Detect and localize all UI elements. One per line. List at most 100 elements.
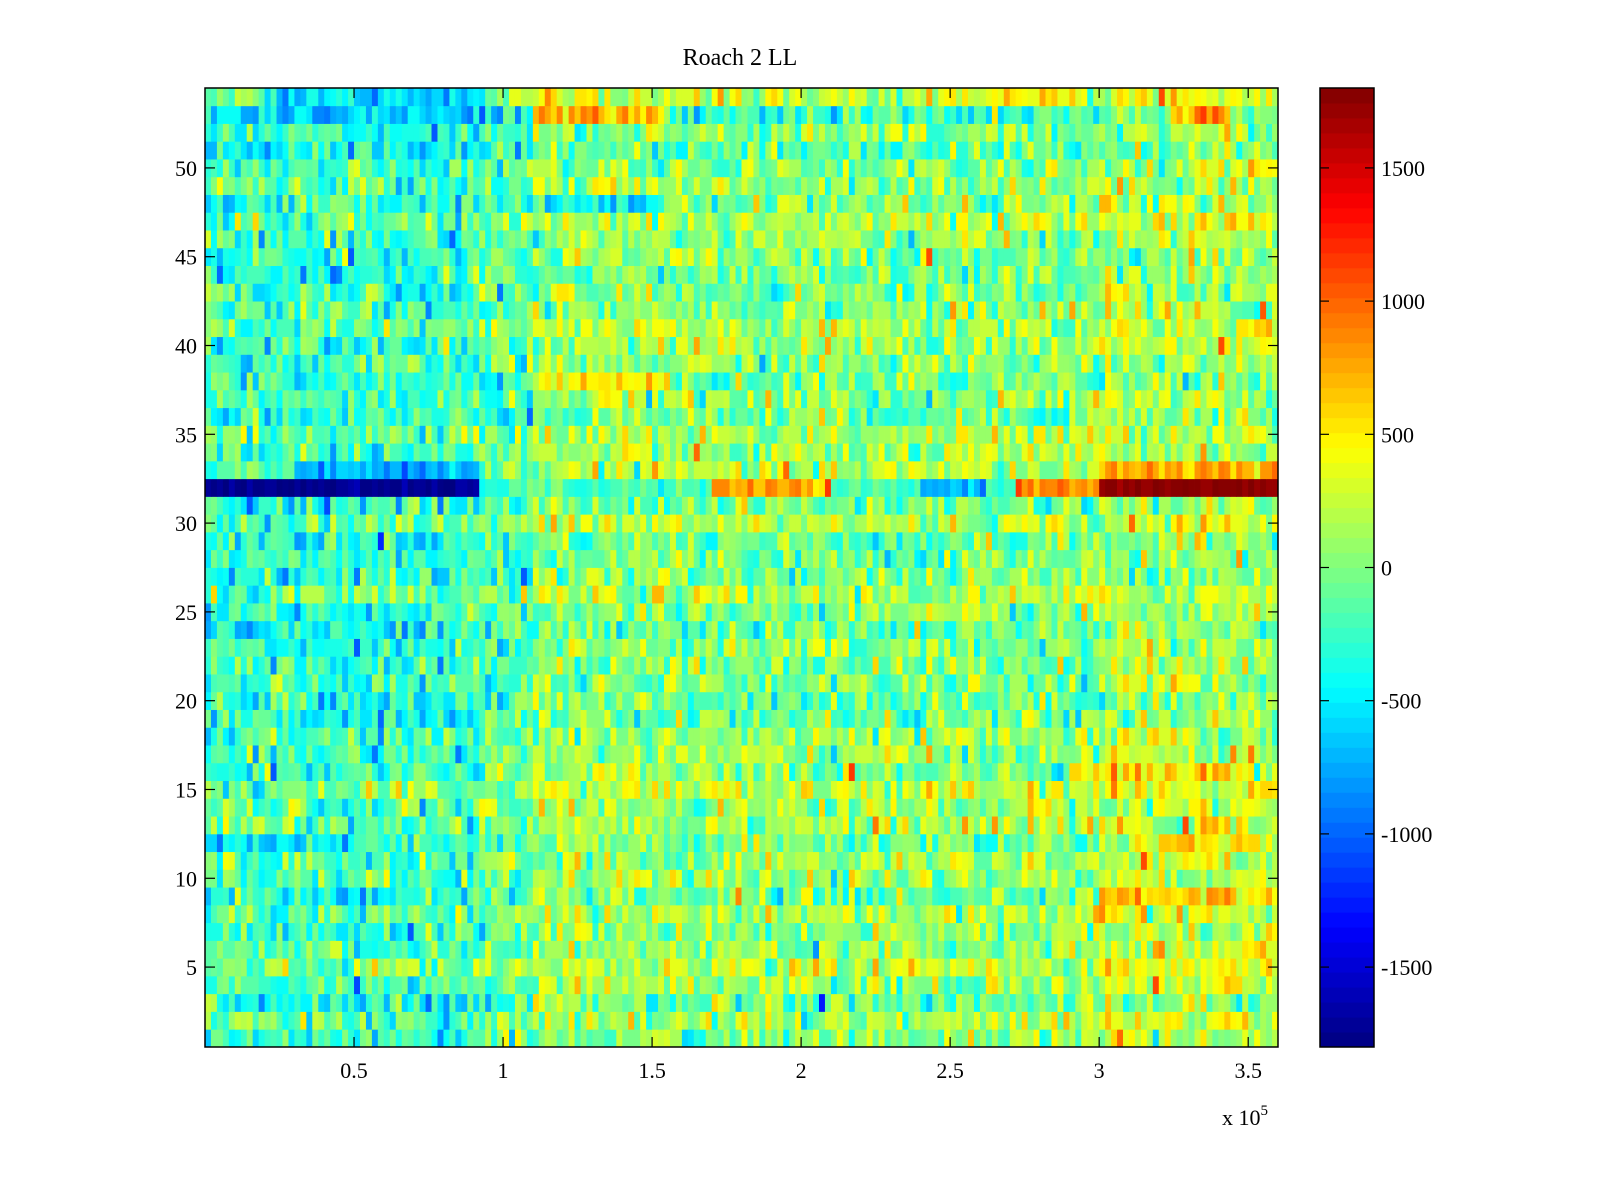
heatmap-cell xyxy=(300,869,307,888)
heatmap-cell xyxy=(282,549,289,568)
heatmap-cell xyxy=(1128,958,1136,977)
heatmap-cell xyxy=(1128,603,1136,622)
heatmap-cell xyxy=(1176,833,1184,853)
heatmap-cell xyxy=(1152,887,1160,906)
heatmap-cell xyxy=(520,940,528,959)
heatmap-cell xyxy=(711,798,719,817)
heatmap-cell xyxy=(1057,1029,1064,1048)
heatmap-cell xyxy=(813,1029,820,1048)
heatmap-cell xyxy=(1224,585,1231,604)
heatmap-cell xyxy=(985,816,993,835)
heatmap-cell xyxy=(252,940,260,959)
heatmap-cell xyxy=(1039,816,1046,835)
heatmap-cell xyxy=(282,780,289,799)
heatmap-cell xyxy=(264,549,271,568)
heatmap-cell xyxy=(1170,798,1178,817)
heatmap-cell xyxy=(503,922,510,941)
heatmap-cell xyxy=(628,656,635,675)
heatmap-cell xyxy=(1236,567,1243,586)
heatmap-cell xyxy=(467,851,474,870)
heatmap-cell xyxy=(1063,780,1070,799)
heatmap-cell xyxy=(252,1029,260,1048)
heatmap-cell xyxy=(1009,887,1017,906)
heatmap-cell xyxy=(503,975,510,995)
heatmap-cell xyxy=(1176,567,1184,586)
heatmap-cell xyxy=(1093,993,1100,1012)
heatmap-cell xyxy=(306,727,313,746)
heatmap-cell xyxy=(1105,674,1112,693)
heatmap-cell xyxy=(807,691,814,710)
heatmap-cell xyxy=(1123,762,1130,782)
heatmap-cell xyxy=(1075,833,1082,853)
heatmap-cell xyxy=(1099,638,1106,657)
heatmap-cell xyxy=(956,709,963,728)
heatmap-cell xyxy=(854,798,862,817)
heatmap-cell xyxy=(765,638,772,657)
heatmap-cell xyxy=(246,603,254,622)
heatmap-cell xyxy=(1212,656,1219,675)
heatmap-cell xyxy=(669,958,677,977)
heatmap-cell xyxy=(777,833,784,853)
heatmap-cell xyxy=(205,833,212,853)
heatmap-cell xyxy=(991,656,999,675)
heatmap-cell xyxy=(1224,798,1231,817)
heatmap-cell xyxy=(497,691,504,710)
heatmap-cell xyxy=(1176,816,1184,835)
heatmap-cell xyxy=(377,958,385,977)
heatmap-cell xyxy=(848,745,856,764)
heatmap-cell xyxy=(538,691,546,710)
heatmap-cell xyxy=(1248,603,1255,622)
heatmap-cell xyxy=(413,869,420,888)
heatmap-cell xyxy=(580,691,587,710)
heatmap-cell xyxy=(658,1011,665,1030)
heatmap-cell xyxy=(1164,798,1172,817)
heatmap-cell xyxy=(1117,1029,1124,1048)
heatmap-cell xyxy=(598,887,605,906)
heatmap-cell xyxy=(562,585,570,604)
heatmap-cell xyxy=(240,620,248,639)
heatmap-cell xyxy=(753,745,760,764)
heatmap-cell xyxy=(729,567,736,586)
heatmap-cell xyxy=(1254,798,1261,817)
heatmap-cell xyxy=(562,1011,570,1030)
heatmap-cell xyxy=(389,709,397,728)
heatmap-cell xyxy=(1266,638,1273,657)
heatmap-cell xyxy=(455,869,462,888)
heatmap-cell xyxy=(741,887,748,906)
heatmap-cell xyxy=(747,816,754,835)
heatmap-cell xyxy=(264,904,271,924)
heatmap-cell xyxy=(401,993,409,1012)
heatmap-cell xyxy=(216,922,224,941)
heatmap-cell xyxy=(1164,922,1172,941)
heatmap-cell xyxy=(991,620,999,639)
heatmap-cell xyxy=(1093,656,1100,675)
heatmap-cell xyxy=(968,567,975,586)
heatmap-cell xyxy=(699,1011,707,1030)
heatmap-cell xyxy=(520,851,528,870)
heatmap-cell xyxy=(586,549,593,568)
heatmap-cell xyxy=(807,762,814,782)
heatmap-cell xyxy=(890,620,897,639)
heatmap-cell xyxy=(938,1011,945,1030)
heatmap-cell xyxy=(550,745,558,764)
heatmap-cell xyxy=(234,745,242,764)
heatmap-cell xyxy=(932,603,939,622)
heatmap-cell xyxy=(795,958,802,977)
heatmap-cell xyxy=(1146,727,1154,746)
heatmap-cell xyxy=(1081,922,1088,941)
heatmap-cell xyxy=(348,727,355,746)
heatmap-cell xyxy=(944,833,951,853)
heatmap-cell xyxy=(622,851,629,870)
heatmap-cell xyxy=(1260,958,1267,977)
heatmap-cell xyxy=(717,745,725,764)
heatmap-cell xyxy=(562,638,570,657)
heatmap-cell xyxy=(1188,762,1195,782)
heatmap-cell xyxy=(807,1029,814,1048)
heatmap-cell xyxy=(628,993,635,1012)
heatmap-cell xyxy=(675,727,683,746)
heatmap-cell xyxy=(1069,816,1076,835)
heatmap-cell xyxy=(1218,1029,1225,1048)
heatmap-cell xyxy=(1146,745,1154,764)
heatmap-cell xyxy=(580,780,587,799)
heatmap-cell xyxy=(330,656,337,675)
